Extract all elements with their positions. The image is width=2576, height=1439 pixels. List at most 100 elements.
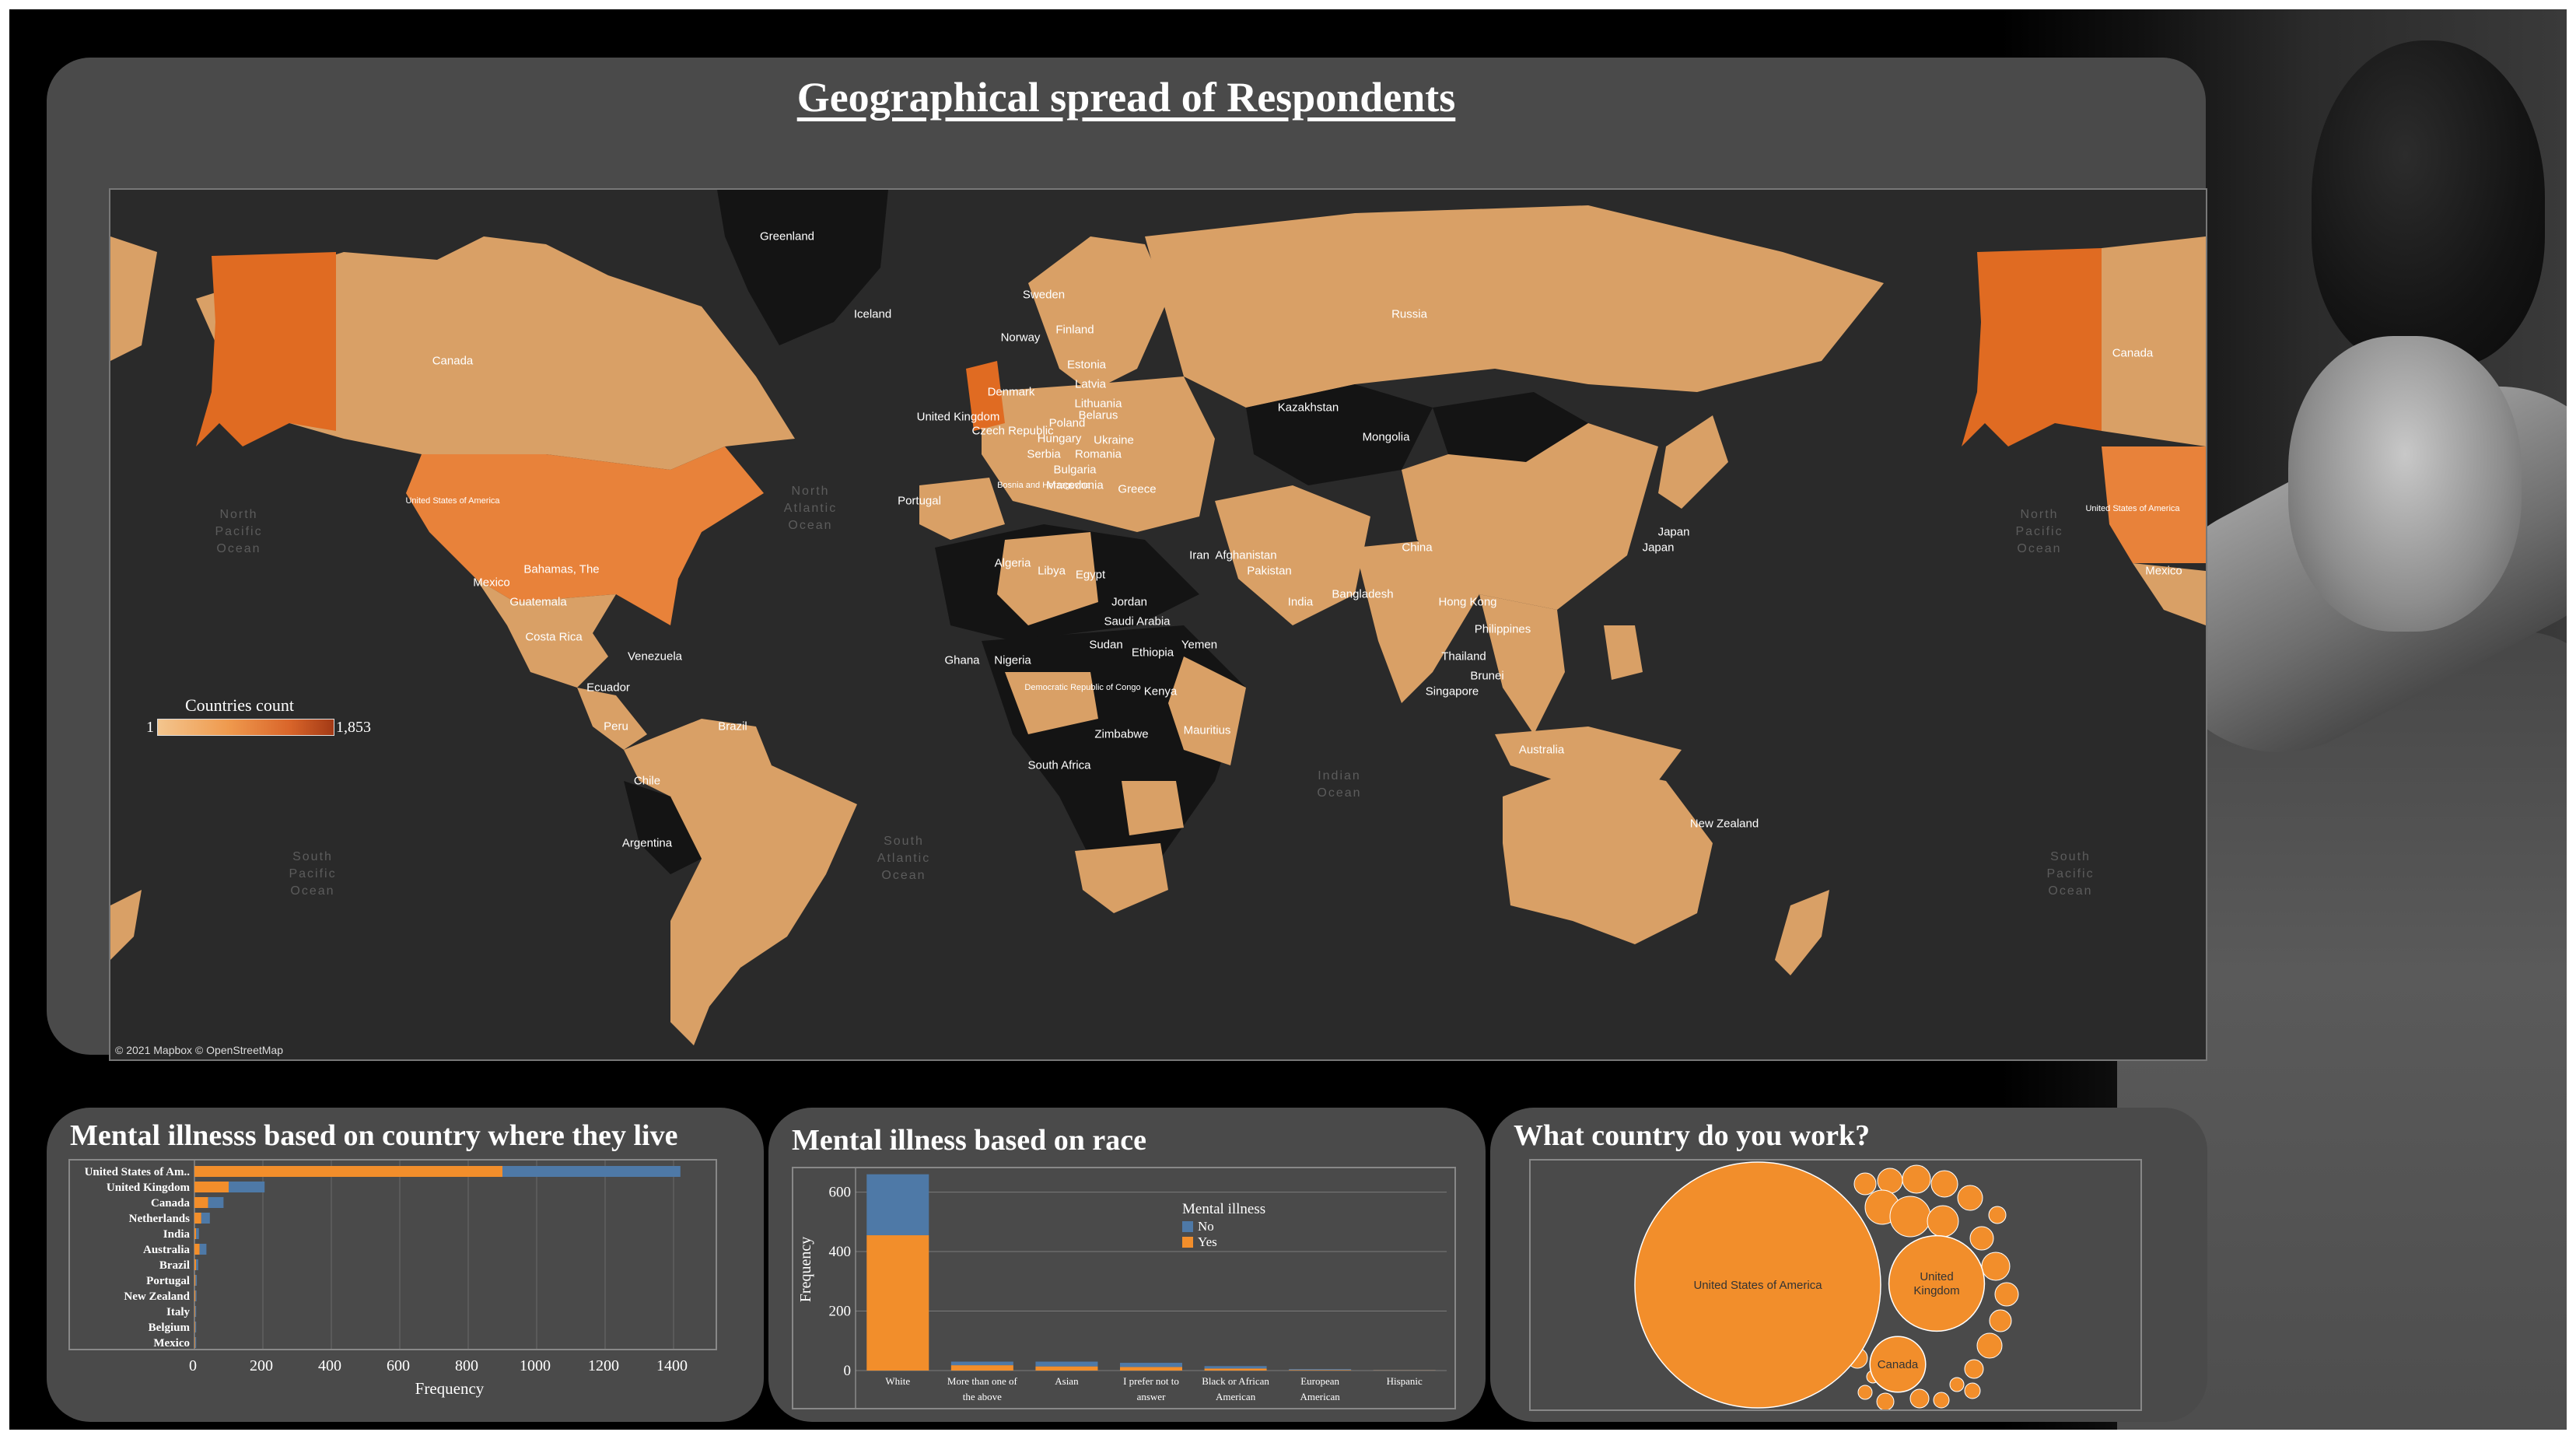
country-label: United Kingdom xyxy=(916,410,1000,424)
country-bubble[interactable] xyxy=(1994,1282,2019,1307)
country-china xyxy=(1402,423,1658,610)
country-russia xyxy=(1145,205,1884,408)
bubble-label: United States of America xyxy=(1693,1279,1822,1292)
bar-no[interactable] xyxy=(194,1322,197,1332)
bar-yes[interactable] xyxy=(194,1306,195,1317)
country-philippines xyxy=(1604,625,1643,680)
bar-yes[interactable] xyxy=(950,1365,1013,1371)
bar-yes[interactable] xyxy=(1204,1368,1267,1371)
country-bubble[interactable] xyxy=(1634,1161,1881,1409)
bar-no[interactable] xyxy=(229,1182,265,1192)
country-bubble[interactable] xyxy=(1927,1205,1959,1238)
bar-yes[interactable] xyxy=(194,1213,201,1224)
country-label: United States of America xyxy=(405,496,500,506)
country-label: Bosnia and Herzegovina xyxy=(997,481,1090,490)
bar-no[interactable] xyxy=(196,1259,198,1270)
country-algeria xyxy=(997,532,1098,625)
bar-yes[interactable] xyxy=(866,1235,929,1371)
country-bubble[interactable] xyxy=(1933,1392,1950,1409)
bar-no[interactable] xyxy=(866,1174,929,1236)
bar-yes[interactable] xyxy=(194,1290,196,1301)
country-label: Estonia xyxy=(1066,358,1107,372)
race-chart-title: Mental illness based on race xyxy=(792,1124,1146,1157)
x-tick-label: 1000 xyxy=(520,1357,551,1374)
bar-yes[interactable] xyxy=(1035,1366,1098,1371)
bar-no[interactable] xyxy=(196,1228,199,1239)
country-bubble[interactable] xyxy=(1989,1309,2012,1332)
country-bubble[interactable] xyxy=(1964,1359,1984,1379)
bar-no[interactable] xyxy=(194,1306,197,1317)
category-label: answer xyxy=(1137,1391,1166,1402)
country-bubble[interactable] xyxy=(1969,1226,1994,1251)
country-label: Chile xyxy=(633,774,661,788)
country-label: Canada xyxy=(432,354,474,368)
country-bubble[interactable] xyxy=(1857,1385,1873,1400)
legend-title: Countries count xyxy=(185,695,294,715)
country-bubble[interactable] xyxy=(1853,1172,1877,1196)
bar-yes[interactable] xyxy=(1289,1370,1352,1371)
bar-no[interactable] xyxy=(1289,1369,1352,1371)
country-bubble[interactable] xyxy=(1869,1336,1927,1393)
country-label: China xyxy=(1402,541,1433,555)
country-kazakhstan xyxy=(1246,384,1433,485)
category-label: Brazil xyxy=(159,1259,190,1272)
country-bubble[interactable] xyxy=(1988,1206,2007,1224)
bar-no[interactable] xyxy=(194,1337,197,1348)
bar-no[interactable] xyxy=(502,1166,681,1177)
country-label: Hong Kong xyxy=(1438,595,1497,609)
bar-yes[interactable] xyxy=(194,1322,195,1332)
category-label: American xyxy=(1300,1391,1341,1402)
country-bubble[interactable] xyxy=(1876,1392,1895,1411)
country-bubble[interactable] xyxy=(1981,1252,2011,1281)
legend-swatch xyxy=(1182,1237,1193,1248)
race-bar-chart[interactable]: 0 200 400 600 Frequency White More than one of… xyxy=(793,1168,1454,1408)
country-bubble[interactable] xyxy=(1889,1196,1931,1238)
country-bubble[interactable] xyxy=(1949,1377,1965,1392)
country-bubble[interactable] xyxy=(1930,1170,1958,1198)
bar-no[interactable] xyxy=(195,1275,198,1286)
country-label: Egypt xyxy=(1075,568,1106,582)
bar-no[interactable] xyxy=(195,1290,197,1301)
country-bubble[interactable] xyxy=(1957,1185,1983,1211)
country-alaska-east xyxy=(1962,248,2102,446)
bar-no[interactable] xyxy=(1035,1361,1098,1367)
country-bubble[interactable] xyxy=(1877,1168,1903,1194)
country-label: Afghanistan xyxy=(1215,548,1277,562)
country-label: Ghana xyxy=(944,653,980,667)
country-bubble[interactable] xyxy=(1909,1388,1930,1409)
world-map[interactable]: Countries count 1 1,853 Canada United Sta… xyxy=(109,188,2207,1061)
bar-yes[interactable] xyxy=(194,1259,197,1270)
region-europe xyxy=(982,376,1215,532)
bar-yes[interactable] xyxy=(194,1182,229,1192)
category-label: New Zealand xyxy=(124,1290,190,1303)
ocean-label: South Atlantic Ocean xyxy=(877,835,931,882)
bar-no[interactable] xyxy=(199,1244,207,1255)
country-bubble[interactable] xyxy=(1976,1332,2003,1359)
bar-yes[interactable] xyxy=(194,1166,502,1177)
bar-no[interactable] xyxy=(950,1361,1013,1366)
bar-yes[interactable] xyxy=(1120,1367,1182,1371)
country-label: Ethiopia xyxy=(1131,646,1174,660)
country-peru xyxy=(624,781,702,874)
country-bar-chart[interactable]: United States of Am.. United Kingdom Canad… xyxy=(70,1161,716,1350)
country-bubble[interactable] xyxy=(1964,1382,1981,1399)
bar-yes[interactable] xyxy=(194,1197,208,1208)
country-bubble[interactable] xyxy=(1888,1234,1986,1332)
country-label: Peru xyxy=(604,720,628,734)
country-label: Lithuania xyxy=(1074,397,1122,411)
bar-yes[interactable] xyxy=(194,1337,195,1348)
bar-no[interactable] xyxy=(1120,1363,1182,1367)
country-ethiopia-kenya xyxy=(1168,656,1246,765)
country-label: Kenya xyxy=(1143,684,1178,698)
bar-yes[interactable] xyxy=(194,1275,196,1286)
country-bubble[interactable] xyxy=(1902,1164,1931,1194)
bar-no[interactable] xyxy=(201,1213,210,1224)
country-label: Yemen xyxy=(1181,638,1218,652)
bar-no[interactable] xyxy=(1204,1366,1267,1369)
bar-no[interactable] xyxy=(208,1197,224,1208)
country-label: Belarus xyxy=(1078,408,1118,422)
bar-yes[interactable] xyxy=(194,1228,197,1239)
category-label: Mexico xyxy=(153,1337,190,1349)
bar-yes[interactable] xyxy=(194,1244,200,1255)
